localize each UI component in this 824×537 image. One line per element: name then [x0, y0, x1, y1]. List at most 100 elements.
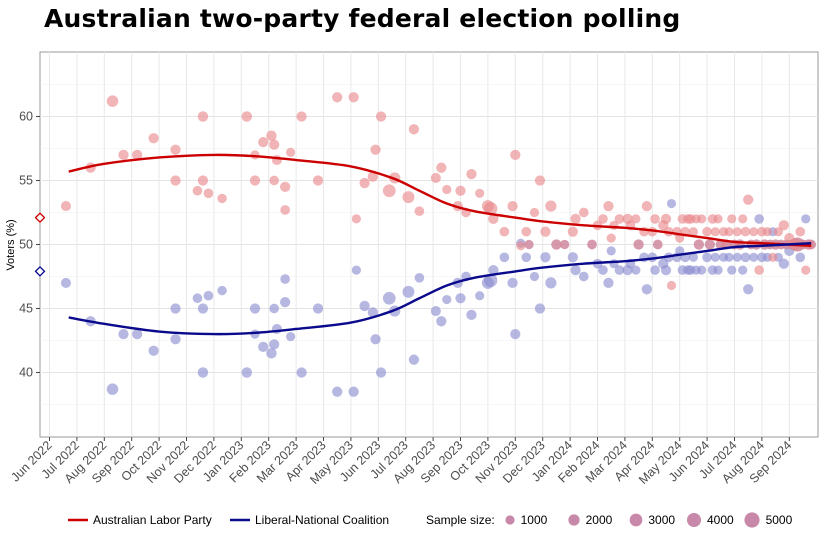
labor-poll-point	[773, 227, 783, 237]
labor-poll-point	[499, 226, 510, 237]
legend-size-label: 1000	[521, 513, 548, 527]
labor-poll-point	[375, 111, 387, 122]
coalition-poll-point	[521, 252, 532, 263]
labor-poll-point	[710, 227, 720, 237]
coalition-poll-point	[296, 367, 307, 378]
coalition-poll-point	[148, 345, 159, 356]
labor-poll-point	[197, 111, 209, 122]
coalition-poll-point	[598, 265, 608, 275]
coalition-poll-point	[269, 303, 280, 314]
labor-poll-point	[197, 175, 209, 186]
coalition-poll-point	[430, 306, 441, 317]
labor-poll-point	[660, 213, 672, 225]
labor-poll-point	[170, 175, 181, 186]
labor-poll-point	[633, 239, 644, 250]
labor-poll-point	[534, 175, 546, 186]
labor-poll-point	[540, 226, 551, 237]
labor-poll-point	[148, 133, 159, 144]
coalition-poll-point	[367, 307, 378, 318]
labor-poll-point	[408, 124, 420, 135]
coalition-poll-point	[359, 300, 370, 312]
labor-poll-point	[768, 252, 778, 262]
coalition-poll-point	[348, 386, 359, 397]
coalition-poll-point	[370, 334, 381, 345]
coalition-poll-point	[529, 271, 540, 282]
legend: Australian Labor Party Liberal-National C…	[68, 512, 793, 528]
coalition-poll-point	[375, 367, 387, 378]
coalition-trend-line	[68, 242, 812, 336]
coalition-poll-point	[578, 271, 589, 282]
coalition-poll-point	[442, 294, 452, 305]
coalition-poll-point	[660, 264, 672, 276]
labor-poll-point	[351, 214, 361, 224]
coalition-poll-point	[60, 277, 71, 288]
labor-poll-point	[192, 185, 203, 196]
coalition-poll-point	[675, 246, 685, 256]
coalition-poll-point	[540, 252, 551, 263]
coalition-poll-point	[650, 265, 660, 275]
y-tick-label: 45	[19, 302, 33, 316]
labor-poll-point	[507, 200, 518, 212]
labor-poll-point	[762, 227, 772, 237]
coalition-poll-point	[351, 265, 361, 275]
labor-poll-point	[732, 227, 742, 237]
labor-poll-point	[382, 184, 396, 198]
coalition-poll-point	[436, 316, 447, 327]
coalition-poll-point	[286, 332, 296, 342]
labor-poll-point	[521, 226, 532, 237]
coalition-poll-point	[738, 265, 748, 275]
labor-poll-point	[570, 213, 581, 225]
labor-poll-point	[650, 214, 660, 224]
y-axis-title: Voters (%)	[5, 219, 17, 270]
labor-poll-point	[280, 205, 290, 215]
labor-poll-point	[106, 95, 119, 107]
labor-poll-point	[738, 214, 748, 224]
labor-poll-point	[483, 201, 498, 216]
labor-poll-point	[430, 172, 441, 183]
labor-poll-point	[132, 149, 143, 161]
labor-poll-point	[529, 207, 540, 218]
coalition-poll-point	[488, 264, 499, 276]
labor-poll-point	[801, 265, 811, 275]
coalition-poll-point	[466, 309, 477, 321]
labor-poll-point	[578, 207, 589, 218]
coalition-poll-point	[614, 265, 625, 275]
coalition-poll-point	[534, 303, 546, 314]
coalition-election-result-marker	[34, 265, 46, 277]
coalition-poll-point	[118, 328, 129, 340]
labor-poll-point	[118, 149, 129, 161]
labor-poll-point	[551, 239, 562, 250]
coalition-poll-point	[258, 341, 269, 353]
labor-poll-point	[724, 227, 734, 237]
labor-trend-line	[68, 153, 812, 247]
coalition-poll-point	[402, 285, 415, 298]
legend-size-circle	[568, 514, 580, 526]
labor-election-result-marker	[34, 212, 46, 224]
labor-poll-point	[545, 200, 557, 212]
coalition-poll-point	[666, 198, 677, 209]
labor-poll-point	[713, 214, 723, 224]
labor-poll-point	[296, 111, 307, 122]
coalition-poll-point	[170, 303, 181, 314]
legend-size-circle	[505, 515, 515, 525]
coalition-poll-point	[192, 293, 203, 304]
coalition-poll-point	[170, 334, 181, 345]
coalition-poll-point	[266, 348, 277, 359]
labor-poll-point	[567, 226, 578, 237]
coalition-poll-point	[249, 303, 261, 314]
labor-poll-point	[806, 239, 817, 250]
labor-poll-point	[704, 239, 715, 250]
y-tick-label: 55	[19, 174, 33, 188]
labor-poll-point	[754, 265, 764, 275]
coalition-poll-point	[269, 339, 280, 350]
coalition-poll-point	[499, 252, 510, 263]
coalition-poll-point	[197, 367, 209, 378]
labor-poll-point	[524, 239, 534, 250]
coalition-poll-point	[475, 291, 485, 301]
labor-poll-point	[666, 280, 677, 291]
coalition-poll-point	[795, 252, 806, 263]
coalition-poll-point	[606, 246, 616, 256]
labor-poll-point	[697, 214, 707, 224]
labor-poll-point	[280, 181, 291, 193]
labor-poll-point	[603, 200, 614, 212]
